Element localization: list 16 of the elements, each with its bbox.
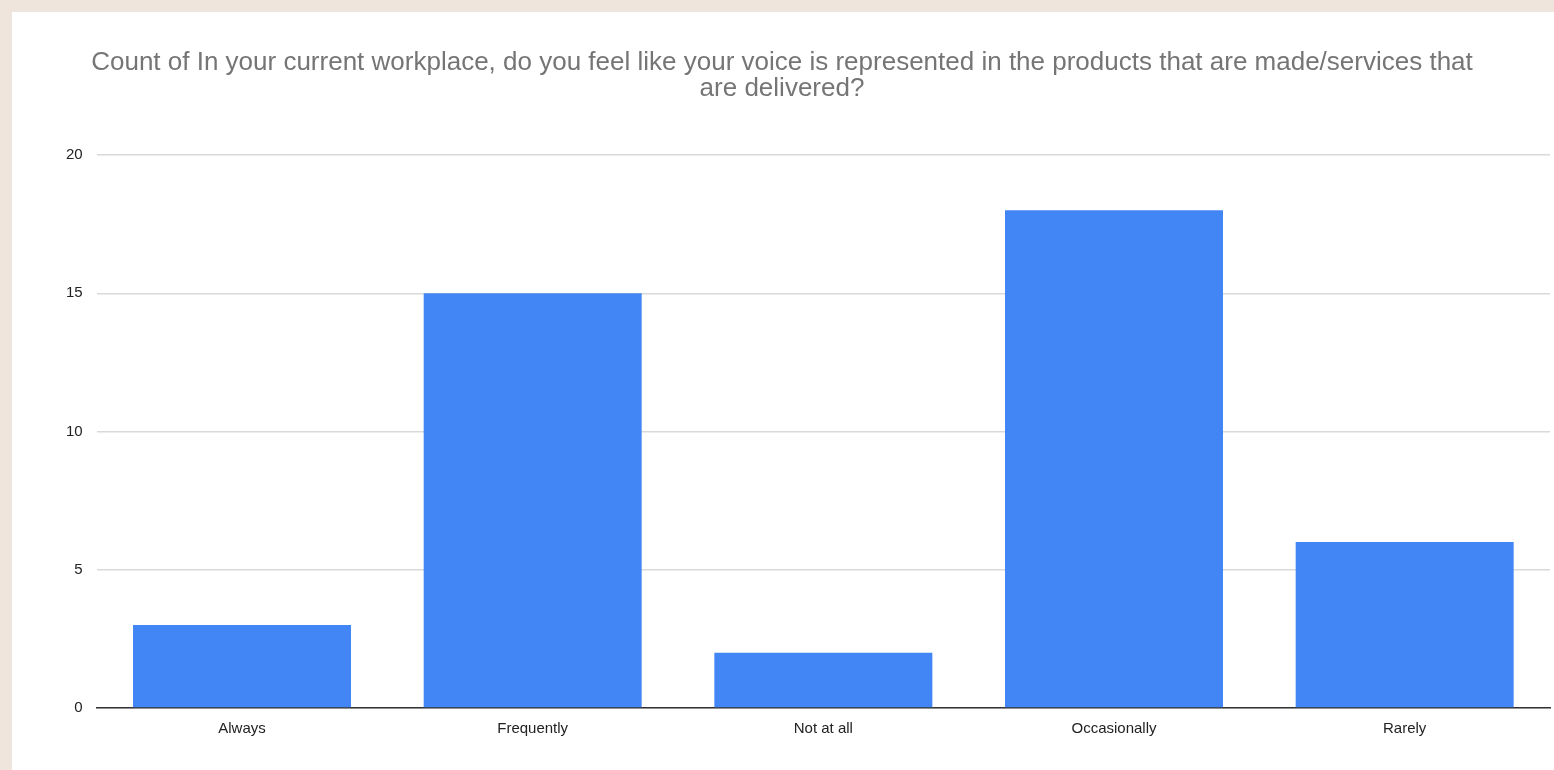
x-tick-label: Always [218,719,266,737]
y-tick-label: 20 [66,145,83,163]
bar [423,293,642,708]
y-tick-label: 0 [74,698,83,716]
chart-title: Count of In your current workplace, do you feel like your voice is represented in the products that are made/services that are delivered? [90,46,1474,102]
x-tick-label: Not at all [793,719,853,737]
y-tick-label: 15 [66,283,83,301]
bar [133,625,352,708]
bar [1295,542,1514,708]
bar [714,652,933,708]
x-tick-label: Frequently [497,719,569,737]
x-tick-label: Occasionally [1071,719,1158,737]
y-tick-label: 5 [74,559,83,577]
x-tick-label: Rarely [1382,719,1427,737]
bar [1005,210,1223,708]
y-tick-label: 10 [66,421,83,439]
